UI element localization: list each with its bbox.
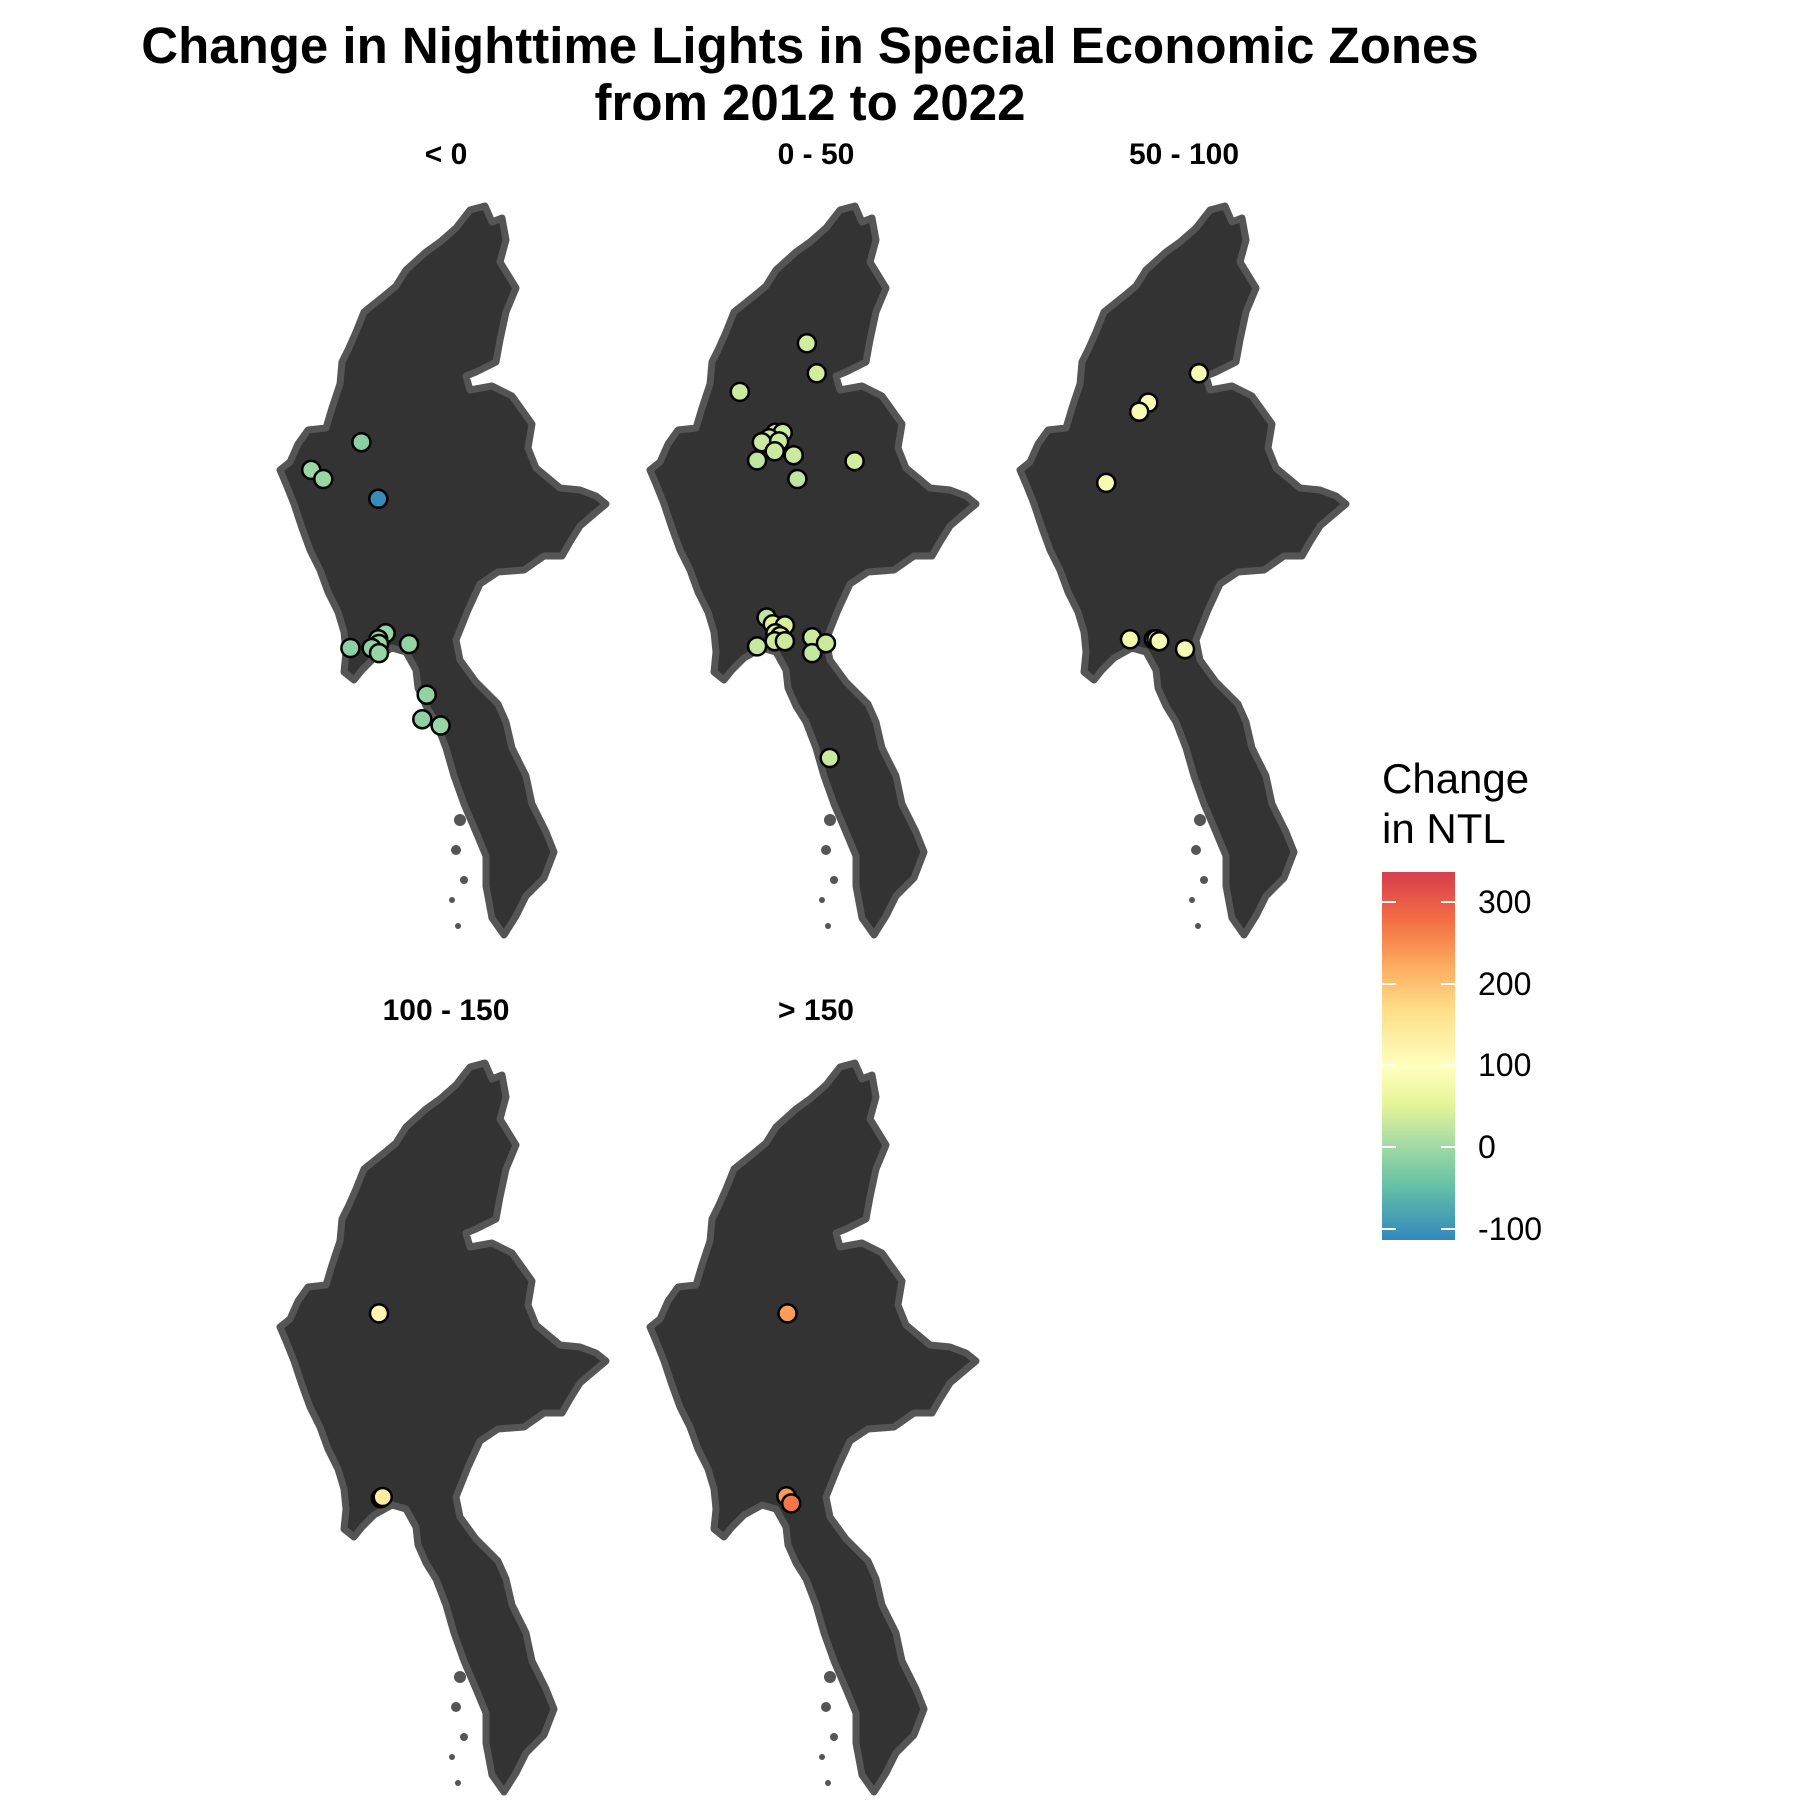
sez-point — [1149, 630, 1170, 652]
island-shape — [455, 1780, 461, 1786]
chart-title-line-1: Change in Nighttime Lights in Special Ec… — [141, 17, 1479, 74]
island-shape — [454, 1671, 466, 1683]
island-shape — [830, 1733, 838, 1741]
sez-point — [777, 1303, 798, 1324]
facet-panel-5 — [646, 1059, 980, 1796]
facet-panel-1 — [276, 202, 610, 939]
sez-point — [313, 468, 334, 490]
sez-point — [430, 715, 451, 736]
sez-point — [368, 1303, 390, 1324]
legend-tick-marks — [1382, 901, 1455, 1230]
sez-point — [416, 684, 437, 705]
island-shape — [460, 1733, 468, 1741]
sez-point — [340, 637, 361, 659]
sez-point — [844, 450, 865, 472]
legend-tick-label-3: 100 — [1478, 1047, 1532, 1083]
country-shape — [276, 1059, 610, 1796]
sez-point — [412, 708, 433, 730]
island-shape — [454, 814, 466, 826]
island-shape — [824, 814, 836, 826]
facet-panel-4 — [276, 1059, 610, 1796]
island-shape — [821, 845, 831, 855]
legend-title-line-1: Change — [1382, 755, 1530, 802]
island-shape — [825, 923, 831, 929]
chart-title-line-2: from 2012 to 2022 — [594, 74, 1026, 131]
facet-label-3: 50 - 100 — [1128, 138, 1240, 171]
sez-point — [764, 441, 785, 462]
sez-point — [1119, 629, 1141, 650]
sez-point — [398, 633, 420, 655]
facet-panel-3 — [1016, 202, 1350, 939]
island-shape — [449, 1754, 455, 1760]
island-shape — [460, 876, 468, 884]
sez-point — [1128, 401, 1150, 422]
sez-point — [1174, 638, 1196, 660]
island-shape — [455, 923, 461, 929]
sez-point — [729, 381, 751, 403]
island-shape — [1200, 876, 1208, 884]
facet-panel-2 — [646, 202, 980, 939]
sez-point — [801, 642, 823, 664]
island-shape — [819, 897, 825, 903]
sez-point — [787, 468, 808, 490]
facet-label-5: > 150 — [778, 994, 854, 1027]
island-shape — [1191, 845, 1201, 855]
island-shape — [825, 1780, 831, 1786]
legend-tick-label-5: -100 — [1478, 1211, 1543, 1247]
island-shape — [821, 1702, 831, 1712]
facet-label-4: 100 - 150 — [382, 994, 510, 1027]
island-shape — [449, 897, 455, 903]
country-shape — [646, 202, 980, 939]
legend-tick-label-4: 0 — [1478, 1129, 1496, 1165]
island-shape — [819, 1754, 825, 1760]
country-shape — [646, 1059, 980, 1796]
island-shape — [451, 845, 461, 855]
country-shape — [276, 202, 610, 939]
island-shape — [824, 1671, 836, 1683]
island-shape — [451, 1702, 461, 1712]
sez-point — [774, 630, 796, 652]
sez-point — [1095, 472, 1117, 494]
sez-point — [1188, 363, 1210, 384]
island-shape — [1195, 923, 1201, 929]
legend-tick-label-1: 300 — [1478, 884, 1532, 920]
legend-title-line-2: in NTL — [1382, 805, 1506, 852]
island-shape — [1189, 897, 1195, 903]
legend-colorbar — [1382, 872, 1455, 1240]
sez-point — [819, 747, 840, 769]
legend-title: Change in NTL — [1382, 754, 1529, 854]
sez-point — [351, 431, 372, 453]
island-shape — [830, 876, 838, 884]
sez-point — [806, 363, 828, 384]
facet-label-1: < 0 — [424, 138, 468, 171]
sez-point — [368, 642, 390, 664]
sez-point — [746, 450, 768, 471]
sez-point — [372, 1486, 393, 1508]
sez-point — [796, 333, 818, 354]
country-shape — [1016, 202, 1350, 939]
sez-point — [746, 636, 768, 657]
sez-point — [783, 444, 804, 466]
sez-point — [780, 1493, 802, 1514]
island-shape — [1194, 814, 1206, 826]
facet-label-2: 0 - 50 — [777, 138, 855, 171]
sez-point — [815, 632, 837, 654]
legend-tick-label-2: 200 — [1478, 966, 1532, 1002]
sez-point — [368, 488, 389, 510]
